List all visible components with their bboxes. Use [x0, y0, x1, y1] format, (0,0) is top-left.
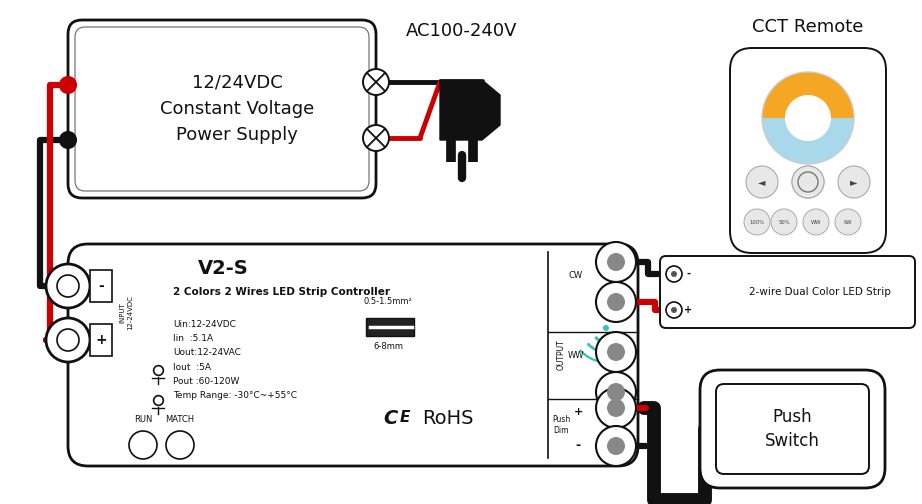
- Circle shape: [607, 253, 625, 271]
- Text: Push
Dim: Push Dim: [552, 415, 570, 434]
- Text: CCT Remote: CCT Remote: [752, 18, 864, 36]
- Text: WW: WW: [568, 350, 585, 359]
- FancyBboxPatch shape: [730, 48, 886, 253]
- Text: +: +: [95, 333, 107, 347]
- Wedge shape: [762, 118, 854, 164]
- Text: 100%: 100%: [750, 220, 764, 224]
- Text: RoHS: RoHS: [422, 409, 474, 427]
- Text: INPUT
12-24VDC: INPUT 12-24VDC: [119, 295, 133, 331]
- Text: Push
Switch: Push Switch: [764, 408, 820, 450]
- Text: 6-8mm: 6-8mm: [373, 342, 403, 351]
- Text: ◄: ◄: [758, 177, 766, 187]
- Circle shape: [60, 132, 76, 148]
- Text: -: -: [575, 439, 581, 453]
- Text: V2-S: V2-S: [198, 259, 249, 278]
- Text: +: +: [573, 407, 583, 417]
- FancyBboxPatch shape: [366, 318, 414, 336]
- Circle shape: [666, 302, 682, 318]
- FancyBboxPatch shape: [90, 270, 112, 302]
- Polygon shape: [440, 80, 500, 140]
- Circle shape: [785, 95, 831, 141]
- Circle shape: [363, 125, 389, 151]
- Circle shape: [607, 383, 625, 401]
- Circle shape: [671, 271, 677, 277]
- Circle shape: [596, 426, 636, 466]
- Text: -: -: [98, 279, 104, 293]
- Circle shape: [798, 172, 818, 192]
- Circle shape: [46, 264, 90, 308]
- Circle shape: [792, 166, 824, 198]
- FancyBboxPatch shape: [90, 324, 112, 356]
- Text: Uin:12-24VDC
Iin  :5.1A
Uout:12-24VAC
Iout  :5A
Pout :60-120W
Temp Range: -30°C~: Uin:12-24VDC Iin :5.1A Uout:12-24VAC Iou…: [173, 320, 297, 400]
- Text: RUN: RUN: [134, 415, 152, 424]
- Circle shape: [60, 77, 76, 93]
- Circle shape: [671, 307, 677, 313]
- FancyBboxPatch shape: [660, 256, 915, 328]
- Circle shape: [607, 437, 625, 455]
- Circle shape: [607, 293, 625, 311]
- Circle shape: [771, 209, 797, 235]
- Circle shape: [596, 242, 636, 282]
- FancyBboxPatch shape: [700, 370, 885, 488]
- Circle shape: [744, 209, 770, 235]
- Circle shape: [129, 431, 157, 459]
- Text: 12/24VDC
Constant Voltage
Power Supply: 12/24VDC Constant Voltage Power Supply: [160, 74, 314, 145]
- Text: 0.5-1.5mm²: 0.5-1.5mm²: [363, 297, 412, 306]
- Circle shape: [746, 166, 778, 198]
- Circle shape: [46, 318, 90, 362]
- FancyBboxPatch shape: [68, 20, 376, 198]
- Circle shape: [596, 372, 636, 412]
- Circle shape: [607, 399, 625, 417]
- Text: C: C: [384, 409, 398, 427]
- Text: MATCH: MATCH: [165, 415, 195, 424]
- Circle shape: [57, 329, 79, 351]
- Circle shape: [607, 343, 625, 361]
- Text: E: E: [400, 410, 410, 425]
- Wedge shape: [762, 72, 854, 118]
- Text: AC100-240V: AC100-240V: [407, 22, 518, 40]
- Circle shape: [57, 275, 79, 297]
- Circle shape: [666, 266, 682, 282]
- Circle shape: [596, 282, 636, 322]
- Circle shape: [803, 209, 829, 235]
- FancyBboxPatch shape: [68, 244, 638, 466]
- FancyBboxPatch shape: [716, 384, 869, 474]
- Wedge shape: [440, 80, 484, 102]
- Circle shape: [363, 69, 389, 95]
- Circle shape: [596, 332, 636, 372]
- Text: WW: WW: [810, 220, 822, 224]
- Text: 50%: 50%: [778, 220, 790, 224]
- Circle shape: [838, 166, 870, 198]
- Text: 2 Colors 2 Wires LED Strip Controller: 2 Colors 2 Wires LED Strip Controller: [173, 287, 390, 297]
- Circle shape: [603, 325, 609, 331]
- Text: CW: CW: [569, 271, 583, 280]
- Circle shape: [835, 209, 861, 235]
- Text: 2-wire Dual Color LED Strip: 2-wire Dual Color LED Strip: [749, 287, 891, 297]
- Text: OUTPUT: OUTPUT: [557, 340, 565, 370]
- Circle shape: [166, 431, 194, 459]
- Circle shape: [792, 166, 824, 198]
- Text: +: +: [684, 305, 692, 315]
- Text: -: -: [686, 269, 690, 279]
- Text: ►: ►: [850, 177, 857, 187]
- Circle shape: [596, 388, 636, 428]
- Text: 6W: 6W: [844, 220, 852, 224]
